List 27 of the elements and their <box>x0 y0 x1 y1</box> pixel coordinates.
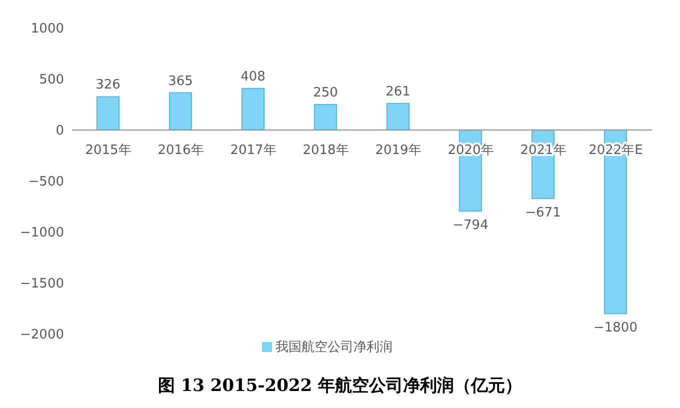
y-tick-label: −1500 <box>20 276 64 292</box>
bar <box>242 88 264 130</box>
legend-label: 我国航空公司净利润 <box>276 340 392 355</box>
text: 图 13 2015-2022 年航空公司净利润（亿元） <box>156 375 524 397</box>
data-label: −671 <box>525 205 561 220</box>
x-tick-label: 2017年 <box>230 143 276 158</box>
data-label: 261 <box>386 84 410 100</box>
data-label: 408 <box>240 69 266 84</box>
y-tick-label: −500 <box>28 174 64 190</box>
y-tick-label: 1000 <box>30 22 64 37</box>
x-tick-label: 2019年 <box>375 143 422 158</box>
data-label: 250 <box>313 86 338 100</box>
bar <box>386 102 410 130</box>
data-label: −794 <box>452 218 488 233</box>
y-tick-label: 0 <box>56 124 64 139</box>
x-tick-label: 2015年 <box>85 143 132 158</box>
data-label: 326 <box>96 78 120 93</box>
data-label: 365 <box>168 74 193 89</box>
y-tick-label: −1000 <box>20 226 64 241</box>
data-label: −1800 <box>594 320 638 336</box>
bar <box>96 96 120 130</box>
y-tick-label: 500 <box>39 72 64 88</box>
bar <box>169 92 192 130</box>
bar <box>314 104 337 130</box>
x-tick-label: 2016年 <box>158 143 204 158</box>
y-tick-label: −2000 <box>20 328 64 343</box>
x-tick-label: 2018年 <box>302 143 349 158</box>
